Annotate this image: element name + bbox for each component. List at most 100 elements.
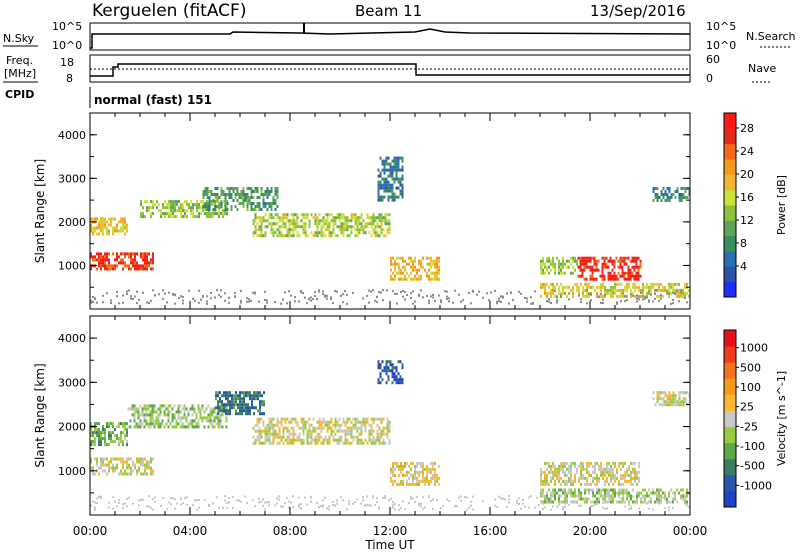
colorbar-segment	[724, 220, 736, 237]
echo-cell	[434, 259, 436, 263]
echo-cell	[668, 199, 671, 202]
echo-cell	[328, 423, 331, 427]
echo-cell	[428, 482, 430, 486]
echo-cell	[658, 488, 660, 492]
echo-cell	[314, 222, 317, 226]
scatter-cell	[122, 506, 124, 509]
echo-cell	[558, 259, 560, 263]
scatter-cell	[404, 291, 406, 294]
echo-cell	[593, 259, 596, 263]
echo-region	[377, 156, 404, 202]
scatter-cell	[276, 497, 278, 500]
echo-cell	[566, 294, 568, 298]
scatter-cell	[224, 499, 226, 502]
echo-cell	[370, 441, 373, 445]
echo-cell	[318, 423, 321, 427]
echo-cell	[282, 216, 285, 220]
echo-cell	[260, 222, 263, 226]
echo-cell	[390, 277, 392, 281]
echo-cell	[326, 423, 329, 427]
echo-cell	[165, 422, 168, 426]
time-tick-label: 08:00	[273, 524, 308, 538]
echo-cell	[382, 228, 385, 232]
echo-cell	[626, 467, 628, 471]
echo-cell	[682, 288, 684, 292]
echo-cell	[280, 423, 283, 427]
echo-cell	[214, 200, 216, 204]
echo-cell	[116, 466, 118, 470]
scatter-cell	[668, 292, 670, 295]
echo-cell	[144, 466, 146, 470]
echo-cell	[254, 228, 257, 232]
echo-cell	[197, 404, 200, 408]
echo-cell	[381, 177, 384, 181]
echo-cell	[589, 256, 592, 260]
echo-cell	[155, 416, 158, 420]
scatter-cell	[466, 508, 468, 511]
echo-region	[215, 391, 265, 416]
echo-cell	[393, 375, 396, 379]
echo-cell	[108, 258, 110, 262]
echo-cell	[634, 461, 636, 465]
echo-cell	[587, 259, 590, 263]
echo-cell	[410, 265, 412, 269]
echo-cell	[391, 198, 394, 202]
echo-cell	[104, 434, 106, 438]
scatter-cell	[564, 292, 566, 295]
echo-cell	[601, 256, 604, 260]
echo-cell	[322, 438, 325, 442]
echo-cell	[570, 467, 572, 471]
echo-cell	[558, 473, 560, 477]
echo-cell	[306, 441, 309, 445]
echo-cell	[632, 482, 634, 486]
scatter-cell	[402, 289, 404, 292]
echo-cell	[256, 202, 259, 205]
echo-cell	[552, 461, 554, 465]
echo-cell	[145, 422, 148, 426]
echo-cell	[613, 277, 616, 281]
echo-cell	[542, 271, 544, 275]
echo-cell	[626, 285, 628, 289]
echo-cell	[600, 294, 602, 298]
echo-cell	[320, 225, 323, 229]
echo-cell	[552, 291, 554, 295]
echo-cell	[654, 187, 657, 190]
echo-cell	[108, 431, 110, 435]
echo-cell	[122, 220, 124, 224]
scatter-cell	[628, 507, 630, 510]
echo-cell	[619, 262, 622, 266]
echo-cell	[264, 225, 267, 229]
echo-cell	[136, 252, 138, 256]
echo-cell	[420, 464, 422, 468]
echo-cell	[682, 294, 684, 298]
echo-cell	[650, 282, 652, 286]
echo-cell	[217, 403, 219, 407]
echo-cell	[318, 231, 321, 235]
echo-cell	[680, 199, 683, 202]
echo-cell	[674, 494, 676, 498]
echo-cell	[382, 441, 385, 445]
scatter-cell	[518, 497, 520, 500]
echo-cell	[262, 441, 265, 445]
echo-cell	[416, 464, 418, 468]
scatter-cell	[590, 505, 592, 507]
echo-cell	[554, 268, 556, 272]
echo-cell	[102, 217, 104, 221]
echo-cell	[586, 476, 588, 480]
echo-cell	[256, 420, 259, 424]
echo-cell	[680, 187, 683, 190]
echo-cell	[222, 209, 224, 213]
echo-cell	[124, 460, 126, 464]
scatter-cell	[510, 291, 512, 294]
echo-region	[577, 256, 642, 281]
echo-cell	[414, 265, 416, 269]
scatter-cell	[580, 504, 582, 507]
echo-cell	[562, 256, 564, 260]
echo-cell	[662, 397, 665, 401]
echo-cell	[124, 223, 126, 227]
echo-cell	[622, 461, 624, 465]
echo-cell	[231, 406, 233, 410]
echo-cell	[572, 291, 574, 295]
echo-cell	[225, 394, 227, 398]
echo-cell	[586, 500, 588, 504]
